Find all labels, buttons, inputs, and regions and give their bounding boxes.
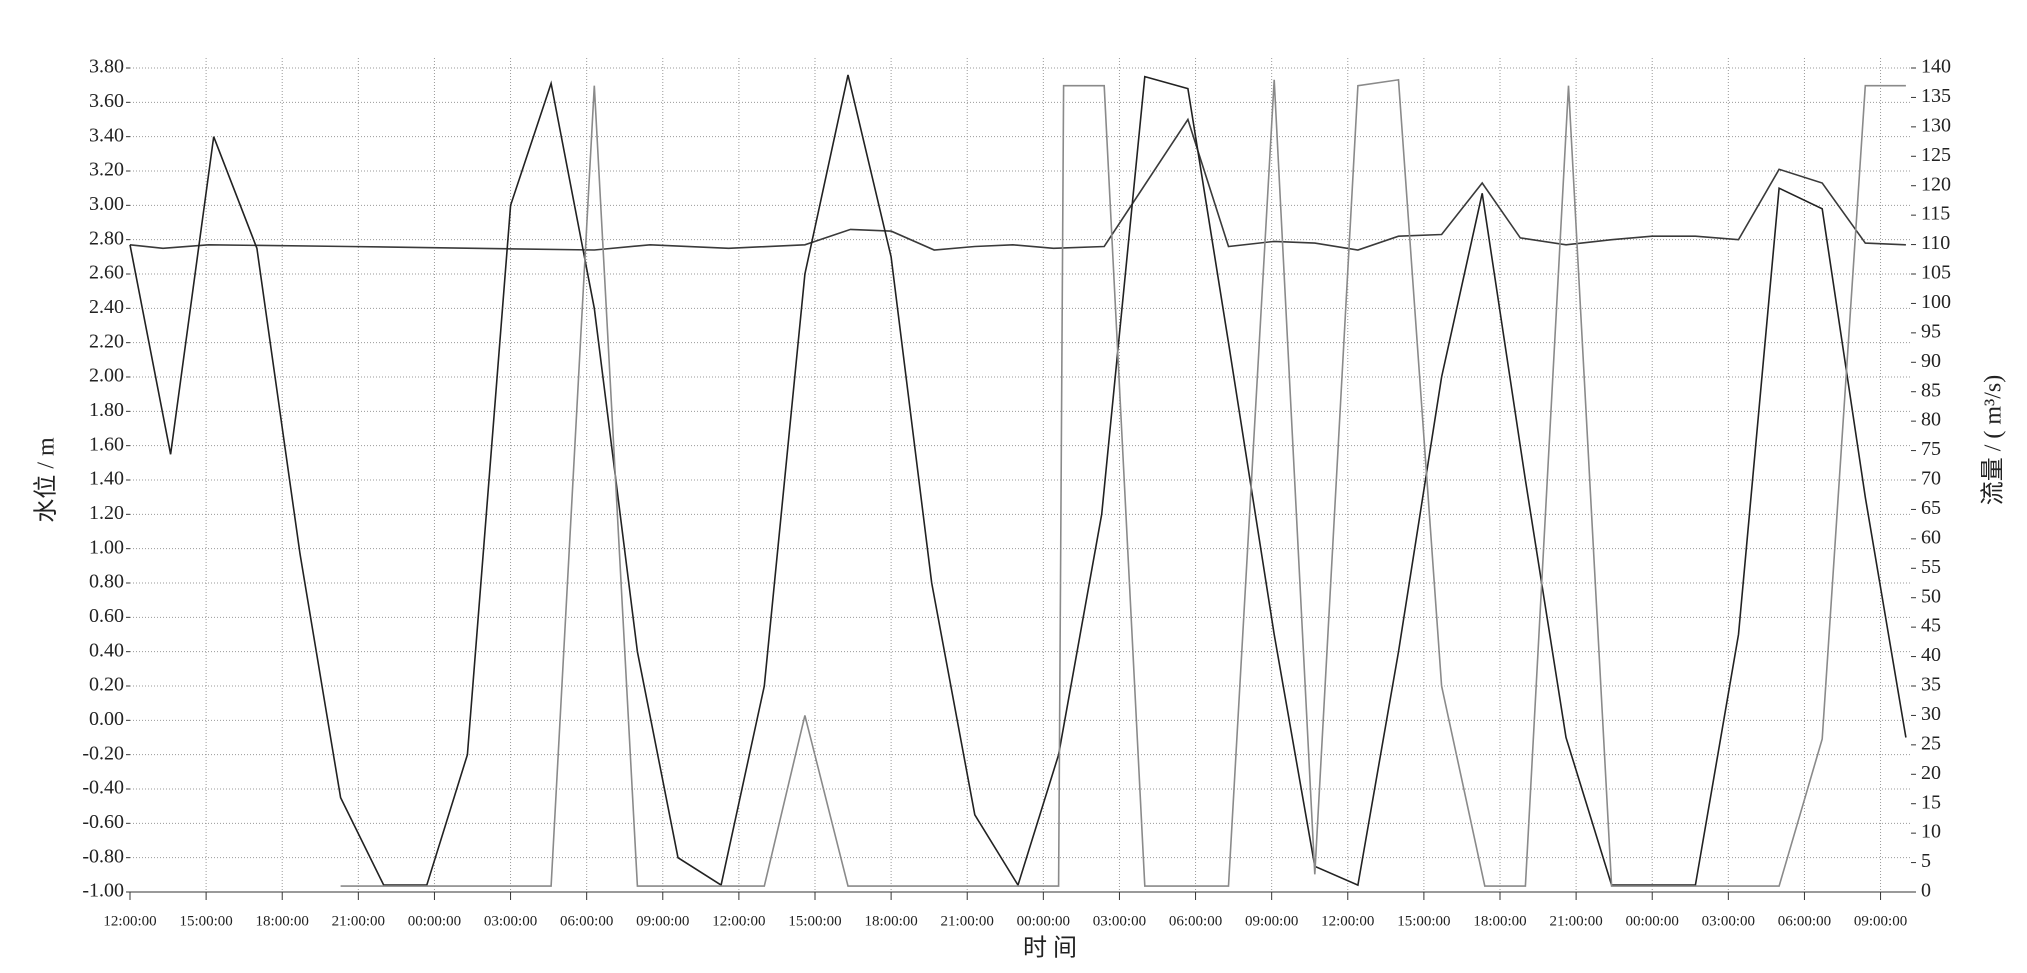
x-axis-title: 时 间	[1023, 935, 1077, 962]
y2-tick-label: 120	[1921, 173, 1951, 195]
x-tick-label: 03:00:00	[1702, 913, 1755, 929]
y2-tick-label: 5	[1921, 850, 1931, 872]
y-tick-label: 2.60	[89, 262, 124, 284]
y-tick-label: 1.00	[89, 536, 124, 558]
x-tick-label: 03:00:00	[484, 913, 537, 929]
x-tick-label: 00:00:00	[408, 913, 461, 929]
data-line	[340, 78, 1906, 887]
x-tick-label: 15:00:00	[788, 913, 841, 929]
x-tick-label: 12:00:00	[1321, 913, 1374, 929]
y2-axis-title: 流量 / ( m³/s)	[1980, 375, 2007, 506]
y2-tick-label: 20	[1921, 762, 1941, 784]
y-tick-label: 0.80	[89, 571, 124, 593]
x-tick-label: 03:00:00	[1093, 913, 1146, 929]
y2-tick-label: 40	[1921, 644, 1941, 666]
x-tick-label: 15:00:00	[1397, 913, 1450, 929]
y2-tick-label: 60	[1921, 526, 1941, 548]
y-axis-title: 水位 / m	[33, 437, 60, 523]
y-tick-label: -0.80	[82, 845, 124, 867]
y-tick-label: 0.00	[89, 708, 124, 730]
x-tick-label: 06:00:00	[1778, 913, 1831, 929]
x-tick-label: 00:00:00	[1626, 913, 1679, 929]
y2-tick-label: 85	[1921, 379, 1941, 401]
y2-tick-label: 110	[1921, 232, 1950, 254]
y-tick-label: -0.20	[82, 742, 124, 764]
y2-tick-label: 0	[1921, 880, 1931, 902]
y-tick-label: -1.00	[82, 880, 124, 902]
y2-tick-label: 55	[1921, 556, 1941, 578]
y-tick-label: 2.20	[89, 330, 124, 352]
y-tick-label: 2.40	[89, 296, 124, 318]
y-tick-label: 3.40	[89, 124, 124, 146]
y2-tick-label: 115	[1921, 203, 1950, 225]
y2-tick-label: 135	[1921, 85, 1951, 107]
y2-tick-label: 80	[1921, 409, 1941, 431]
y2-tick-label: 50	[1921, 585, 1941, 607]
x-tick-label: 09:00:00	[636, 913, 689, 929]
data-line	[129, 117, 1906, 251]
y-tick-label: 1.60	[89, 433, 124, 455]
y-tick-label: 3.20	[89, 159, 124, 181]
y-tick-label: 0.20	[89, 674, 124, 696]
x-tick-label: 15:00:00	[179, 913, 232, 929]
x-tick-label: 21:00:00	[332, 913, 385, 929]
y-tick-label: 0.60	[89, 605, 124, 627]
y2-tick-label: 35	[1921, 674, 1941, 696]
y2-tick-label: 140	[1921, 56, 1951, 78]
y-tick-label: 2.80	[89, 227, 124, 249]
y-tick-label: 1.80	[89, 399, 124, 421]
y2-tick-label: 125	[1921, 144, 1951, 166]
y-tick-label: 0.40	[89, 639, 124, 661]
x-tick-label: 18:00:00	[1473, 913, 1526, 929]
y-tick-label: 3.80	[89, 56, 124, 78]
y2-tick-label: 70	[1921, 468, 1941, 490]
y-tick-label: 1.40	[89, 468, 124, 490]
y2-tick-label: 75	[1921, 438, 1941, 460]
y2-tick-label: 95	[1921, 320, 1941, 342]
x-tick-label: 09:00:00	[1245, 913, 1298, 929]
y-tick-label: 1.20	[89, 502, 124, 524]
y-tick-label: 3.60	[89, 90, 124, 112]
x-tick-label: 00:00:00	[1017, 913, 1070, 929]
y2-tick-label: 105	[1921, 262, 1951, 284]
x-tick-label: 12:00:00	[712, 913, 765, 929]
x-tick-label: 06:00:00	[560, 913, 613, 929]
x-tick-label: 21:00:00	[1549, 913, 1602, 929]
y-tick-label: -0.40	[82, 777, 124, 799]
x-tick-label: 12:00:00	[103, 913, 156, 929]
y2-tick-label: 100	[1921, 291, 1951, 313]
y-tick-label: 3.00	[89, 193, 124, 215]
y2-tick-label: 130	[1921, 114, 1951, 136]
x-tick-label: 06:00:00	[1169, 913, 1222, 929]
y-tick-label: 2.00	[89, 365, 124, 387]
x-tick-label: 18:00:00	[864, 913, 917, 929]
y2-tick-label: 45	[1921, 615, 1941, 637]
x-tick-label: 21:00:00	[941, 913, 994, 929]
x-tick-label: 18:00:00	[256, 913, 309, 929]
y-tick-label: -0.60	[82, 811, 124, 833]
y2-tick-label: 30	[1921, 703, 1941, 725]
x-tick-label: 09:00:00	[1854, 913, 1907, 929]
y2-tick-label: 10	[1921, 821, 1941, 843]
y2-tick-label: 15	[1921, 791, 1941, 813]
y2-tick-label: 25	[1921, 732, 1941, 754]
y2-tick-label: 90	[1921, 350, 1941, 372]
y2-tick-label: 65	[1921, 497, 1941, 519]
